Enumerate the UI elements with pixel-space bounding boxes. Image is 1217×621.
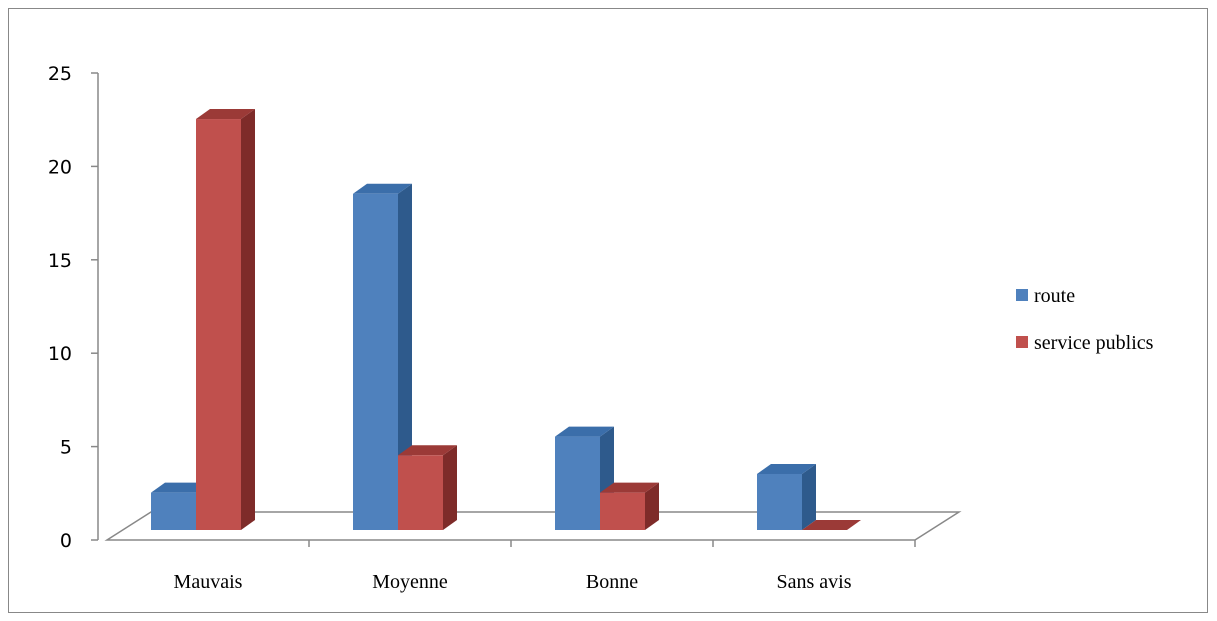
- legend: route service publics: [1016, 285, 1154, 354]
- bar-top: [802, 520, 861, 530]
- bar-top: [353, 183, 412, 194]
- bar-front: [398, 455, 443, 530]
- bar-front: [555, 436, 600, 530]
- x-axis-labels: Mauvais Moyenne Bonne Sans avis: [174, 571, 852, 593]
- bar-front: [151, 492, 196, 530]
- bar-side: [802, 463, 816, 530]
- y-tick-label: 10: [48, 343, 72, 365]
- bar-route-moyenne: [353, 183, 412, 530]
- bar-front: [196, 119, 241, 530]
- y-tick-label: 0: [60, 530, 72, 552]
- y-axis: 0 5 10 15 20 25: [48, 63, 99, 552]
- chart-floor: [104, 511, 962, 547]
- y-tick-label: 15: [48, 250, 72, 272]
- bar-top: [151, 482, 210, 493]
- bar-service-publics-bonne: [600, 482, 659, 530]
- bar-top: [600, 482, 659, 493]
- x-tick-label: Moyenne: [372, 571, 448, 593]
- bar-side: [443, 445, 457, 530]
- bar-side: [645, 482, 659, 530]
- legend-swatch-route: [1016, 289, 1028, 301]
- y-tick-label: 20: [48, 156, 72, 178]
- bar-top: [398, 445, 457, 456]
- x-tick-label: Bonne: [586, 571, 638, 593]
- bar-front: [600, 492, 645, 530]
- legend-swatch-service-publics: [1016, 336, 1028, 348]
- bar-side: [398, 183, 412, 530]
- bar-service-publics-sans-avis: [802, 520, 861, 530]
- bar-service-publics-moyenne: [398, 445, 457, 530]
- y-tick-label: 25: [48, 63, 72, 85]
- bar-service-publics-mauvais: [196, 109, 255, 530]
- legend-label-service-publics: service publics: [1034, 332, 1154, 354]
- bar-side: [241, 109, 255, 530]
- x-tick-label: Mauvais: [174, 571, 243, 593]
- bars: [151, 109, 861, 530]
- bar-top: [196, 109, 255, 120]
- bar-route-sans-avis: [757, 463, 816, 530]
- bar-front: [757, 473, 802, 530]
- bar-top: [757, 463, 816, 474]
- bar-top: [555, 426, 614, 437]
- floor-plane: [104, 511, 962, 541]
- bar-front: [353, 193, 398, 530]
- legend-label-route: route: [1034, 285, 1075, 307]
- x-tick-label: Sans avis: [777, 571, 852, 593]
- y-tick-label: 5: [60, 437, 72, 459]
